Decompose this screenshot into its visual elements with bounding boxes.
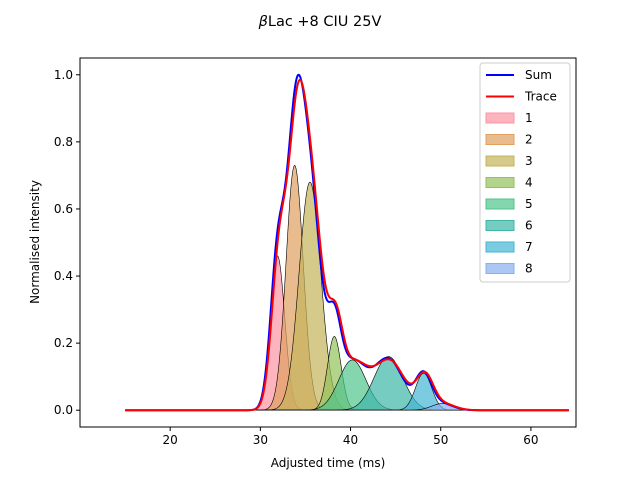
trace-line xyxy=(125,78,569,412)
x-tick-label: 40 xyxy=(343,433,358,447)
legend-label: 8 xyxy=(525,262,533,276)
y-tick-label: 1.0 xyxy=(54,68,73,82)
legend-patch-swatch xyxy=(485,155,515,167)
y-tick-label: 0.0 xyxy=(54,403,73,417)
x-tick-label: 50 xyxy=(433,433,448,447)
legend-label: 3 xyxy=(525,154,533,168)
legend-patch-swatch xyxy=(485,198,515,210)
legend-patch-swatch xyxy=(485,112,515,124)
plot-frame xyxy=(79,57,577,428)
x-axis-label: Adjusted time (ms) xyxy=(271,456,386,470)
legend-label: 7 xyxy=(525,240,533,254)
y-tick-label: 0.8 xyxy=(54,135,73,149)
legend-label: 2 xyxy=(525,133,533,147)
legend: Sum Trace 1 2 3 4 5 6 7 8 xyxy=(479,62,571,283)
component-area-5 xyxy=(125,359,569,411)
x-axis: 20 30 40 50 60 xyxy=(163,427,539,447)
y-tick-label: 0.4 xyxy=(54,269,73,283)
y-tick-label: 0.6 xyxy=(54,202,73,216)
legend-patch-swatch xyxy=(485,177,515,188)
legend-label: 1 xyxy=(525,111,533,125)
x-tick-label: 20 xyxy=(163,433,178,447)
y-tick-label: 0.2 xyxy=(54,336,73,350)
chart-title: βLac +8 CIU 25V xyxy=(258,14,382,30)
x-tick-label: 60 xyxy=(523,433,538,447)
legend-label: 5 xyxy=(525,197,533,211)
legend-patch-swatch xyxy=(485,220,515,231)
series-lines xyxy=(125,73,569,412)
legend-label: 4 xyxy=(525,176,533,190)
legend-patch-swatch xyxy=(485,241,515,253)
y-axis: 0.0 0.2 0.4 0.6 0.8 1.0 xyxy=(54,68,80,417)
x-tick-label: 30 xyxy=(253,433,268,447)
legend-patch-swatch xyxy=(485,263,515,274)
legend-label: 6 xyxy=(525,219,533,233)
legend-patch-swatch xyxy=(485,134,515,145)
legend-label: Trace xyxy=(524,90,557,104)
legend-label: Sum xyxy=(525,68,552,82)
y-axis-label: Normalised intensity xyxy=(28,180,42,304)
